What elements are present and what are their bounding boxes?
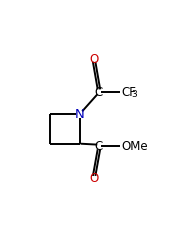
Text: O: O [90,53,99,65]
Text: OMe: OMe [121,140,147,153]
Text: O: O [90,172,99,185]
Text: C: C [95,86,103,99]
Text: 3: 3 [131,90,137,99]
Text: N: N [75,108,85,121]
Text: CF: CF [121,86,136,99]
Text: C: C [95,140,103,153]
